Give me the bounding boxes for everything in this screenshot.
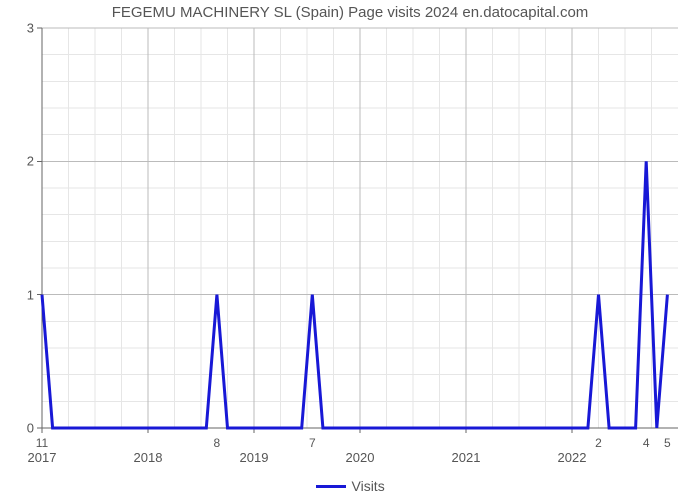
y-tick-label: 1 [18,287,34,302]
data-point-label: 11 [36,436,48,450]
y-tick-label: 0 [18,421,34,436]
data-point-label: 7 [309,436,316,450]
legend-label: Visits [352,478,385,494]
x-tick-label: 2022 [558,450,587,465]
y-tick-label: 2 [18,154,34,169]
chart-container: FEGEMU MACHINERY SL (Spain) Page visits … [0,0,700,500]
data-point-label: 5 [664,436,671,450]
data-point-label: 8 [214,436,221,450]
x-tick-label: 2019 [240,450,269,465]
legend: Visits [316,478,385,494]
chart-title: FEGEMU MACHINERY SL (Spain) Page visits … [0,4,700,21]
x-tick-label: 2017 [28,450,57,465]
data-point-label: 2 [595,436,602,450]
x-tick-label: 2018 [134,450,163,465]
x-tick-label: 2020 [346,450,375,465]
legend-swatch [316,485,346,488]
x-tick-label: 2021 [452,450,481,465]
data-point-label: 4 [643,436,650,450]
plot-area [42,28,678,428]
y-tick-label: 3 [18,21,34,36]
